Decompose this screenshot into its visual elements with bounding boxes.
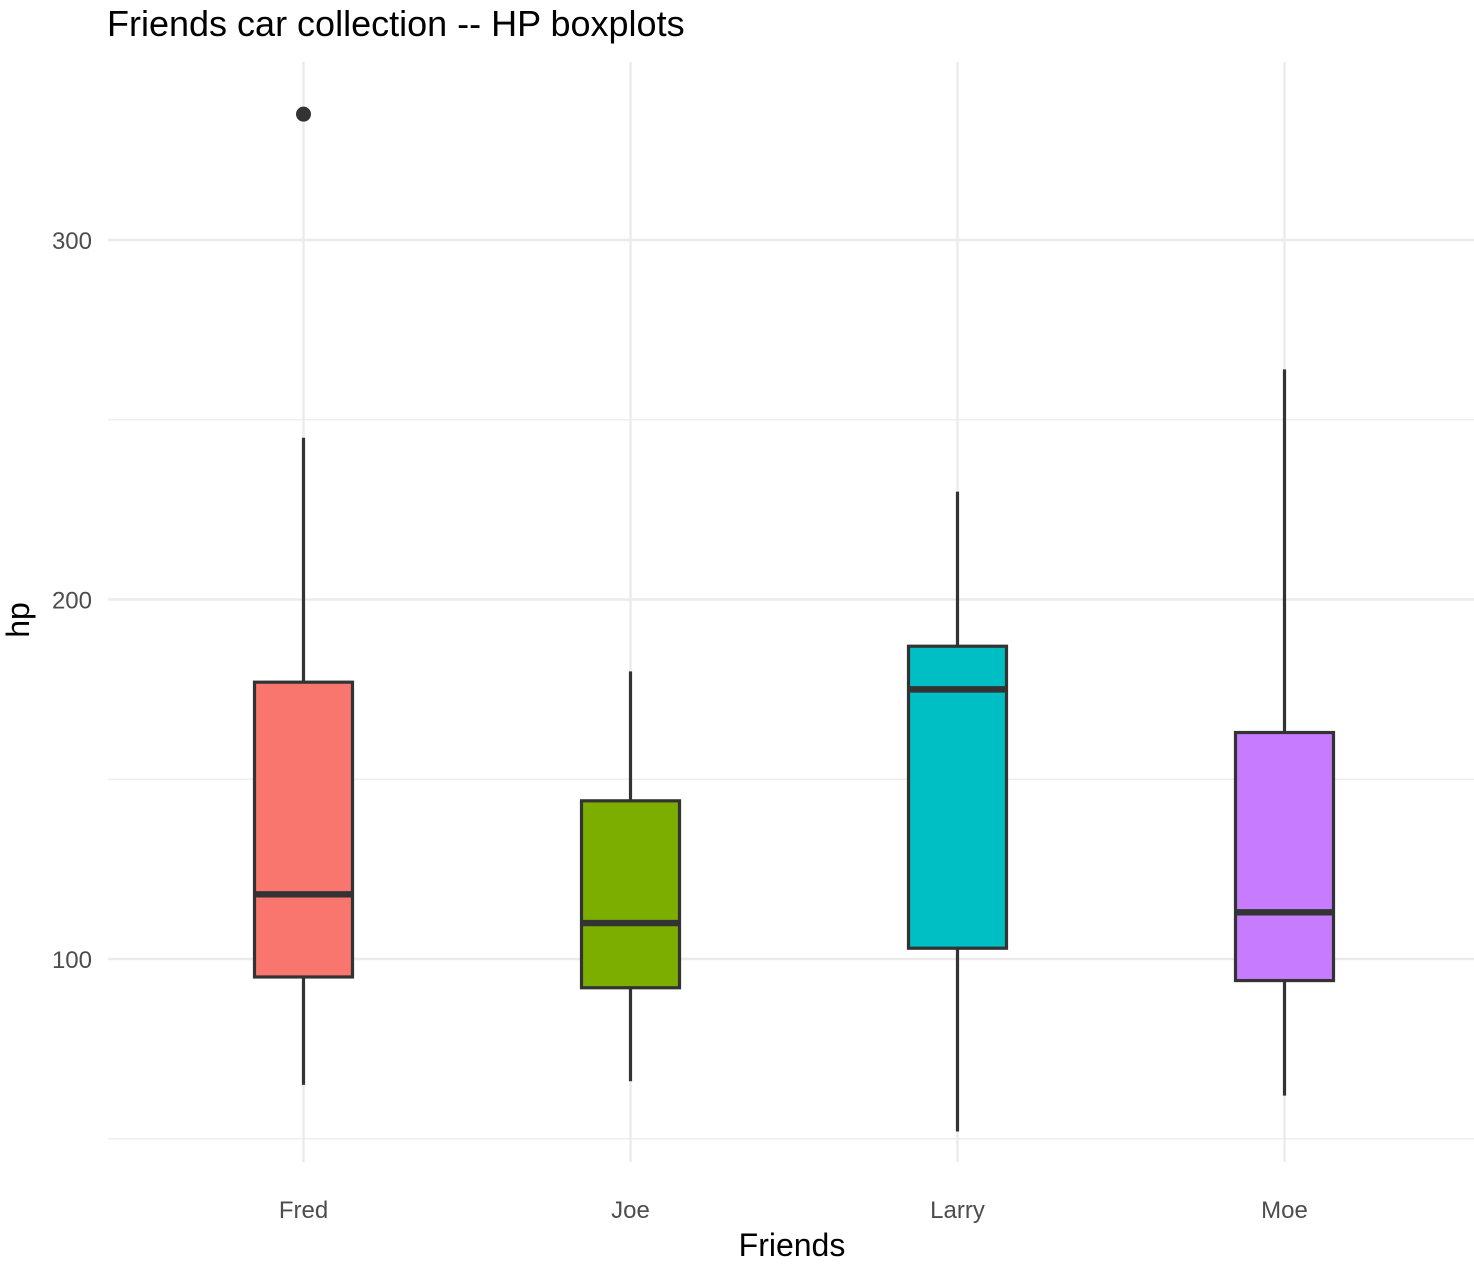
- label-layer: 100 200 300 Fred Joe Larry Moe: [52, 228, 1308, 1224]
- x-tick-label-larry: Larry: [930, 1197, 985, 1224]
- chart-title: Friends car collection -- HP boxplots: [107, 3, 685, 44]
- x-tick-label-moe: Moe: [1261, 1197, 1308, 1224]
- outlier-point-fred: [296, 106, 311, 122]
- y-tick-label: 200: [52, 588, 92, 615]
- box-body-moe: [1233, 730, 1336, 983]
- box-body-fred: [252, 680, 355, 979]
- x-axis-title: Friends: [739, 1227, 846, 1263]
- grid-layer: [108, 62, 1474, 1162]
- x-tick-label-fred: Fred: [279, 1197, 328, 1224]
- box-body-larry: [906, 644, 1009, 950]
- box-larry: [906, 491, 1009, 1132]
- box-layer: [252, 106, 1336, 1132]
- y-tick-label: 100: [52, 947, 92, 974]
- x-tick-label-joe: Joe: [611, 1197, 650, 1224]
- box-moe: [1233, 369, 1336, 1096]
- box-fred: [252, 106, 355, 1085]
- box-joe: [579, 671, 682, 1082]
- y-axis-title: hp: [0, 602, 36, 638]
- y-tick-label: 300: [52, 228, 92, 255]
- box-body-joe: [579, 799, 682, 990]
